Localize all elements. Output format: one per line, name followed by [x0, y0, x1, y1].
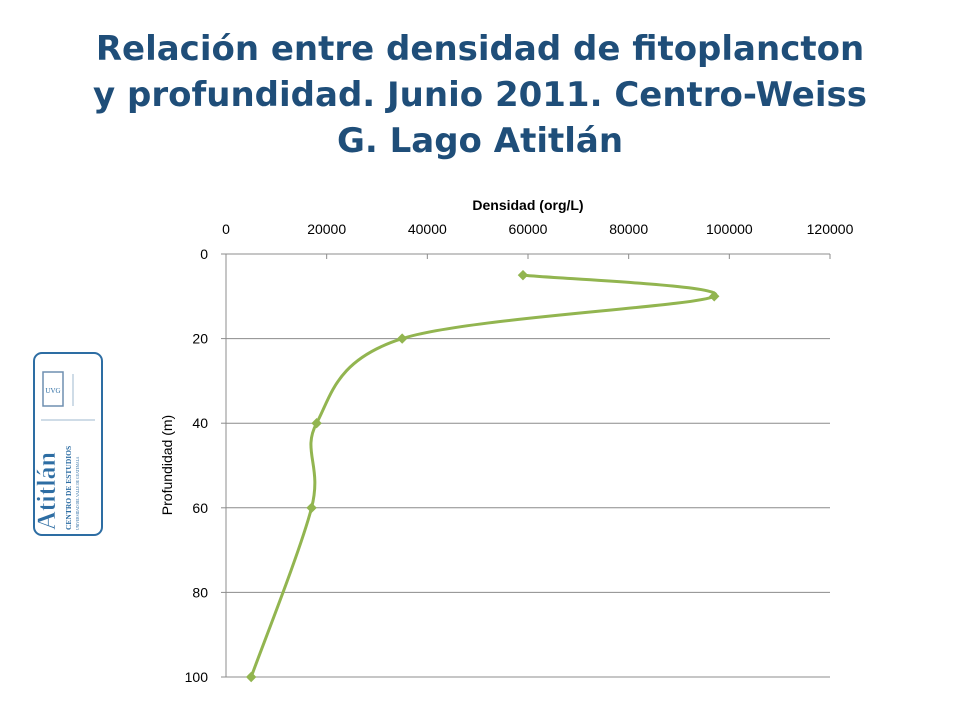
data-point-marker — [709, 291, 720, 302]
y-tick-label: 20 — [192, 331, 208, 347]
series-density — [245, 269, 720, 683]
density-line — [249, 273, 718, 678]
y-tick-label: 40 — [192, 415, 208, 431]
title-line-3: G. Lago Atitlán — [336, 121, 624, 161]
centro-estudios-text: CENTRO DE ESTUDIOS — [64, 446, 73, 530]
title-line-1: Relación entre densidad de fitoplancton — [95, 29, 865, 69]
x-tick-label: 100000 — [706, 221, 753, 237]
grid-lines — [221, 253, 831, 678]
data-point-marker — [306, 502, 317, 514]
y-tick-label: 100 — [185, 669, 209, 685]
data-point-marker — [311, 417, 322, 429]
x-axis-title: Densidad (org/L) — [472, 197, 583, 213]
atitlan-wordmark-text: Atitlán — [33, 451, 61, 530]
university-text: UNIVERSIDAD DEL VALLE DE GUATEMALA — [76, 456, 80, 530]
y-tick-label: 60 — [192, 500, 208, 516]
uvg-seal-text: UVG — [45, 387, 60, 395]
y-tick-label: 80 — [192, 584, 208, 600]
slide-title: Relación entre densidad de fitoplancton … — [40, 26, 920, 164]
x-tick-label: 80000 — [609, 221, 648, 237]
x-tick-label: 0 — [222, 221, 230, 237]
x-tick-label: 40000 — [408, 221, 447, 237]
x-tick-label: 60000 — [509, 221, 548, 237]
data-point-marker — [517, 269, 529, 281]
atitlan-wordmark: Atitlán — [33, 451, 61, 530]
tick-labels: 0 20 40 60 80 100 0 20000 40000 60000 80000 100000 1… — [185, 221, 854, 685]
data-point-marker — [245, 671, 257, 683]
title-line-2: y profundidad. Junio 2011. Centro-Weiss — [93, 75, 867, 115]
centro-de-estudios-atitlan-logo: UVG Atitlán CENTRO DE ESTUDIOS UNIVERSID… — [33, 352, 103, 536]
data-point-marker — [396, 333, 408, 344]
logo-frame — [33, 352, 103, 536]
x-tick-label: 120000 — [807, 221, 854, 237]
centro-estudios-label: CENTRO DE ESTUDIOS — [64, 446, 73, 530]
y-tick-label: 0 — [200, 246, 208, 262]
x-tick-label: 20000 — [307, 221, 346, 237]
y-axis-title: Profundidad (m) — [159, 415, 175, 515]
uvg-seal-icon — [42, 371, 64, 407]
university-label: UNIVERSIDAD DEL VALLE DE GUATEMALA — [76, 456, 80, 530]
